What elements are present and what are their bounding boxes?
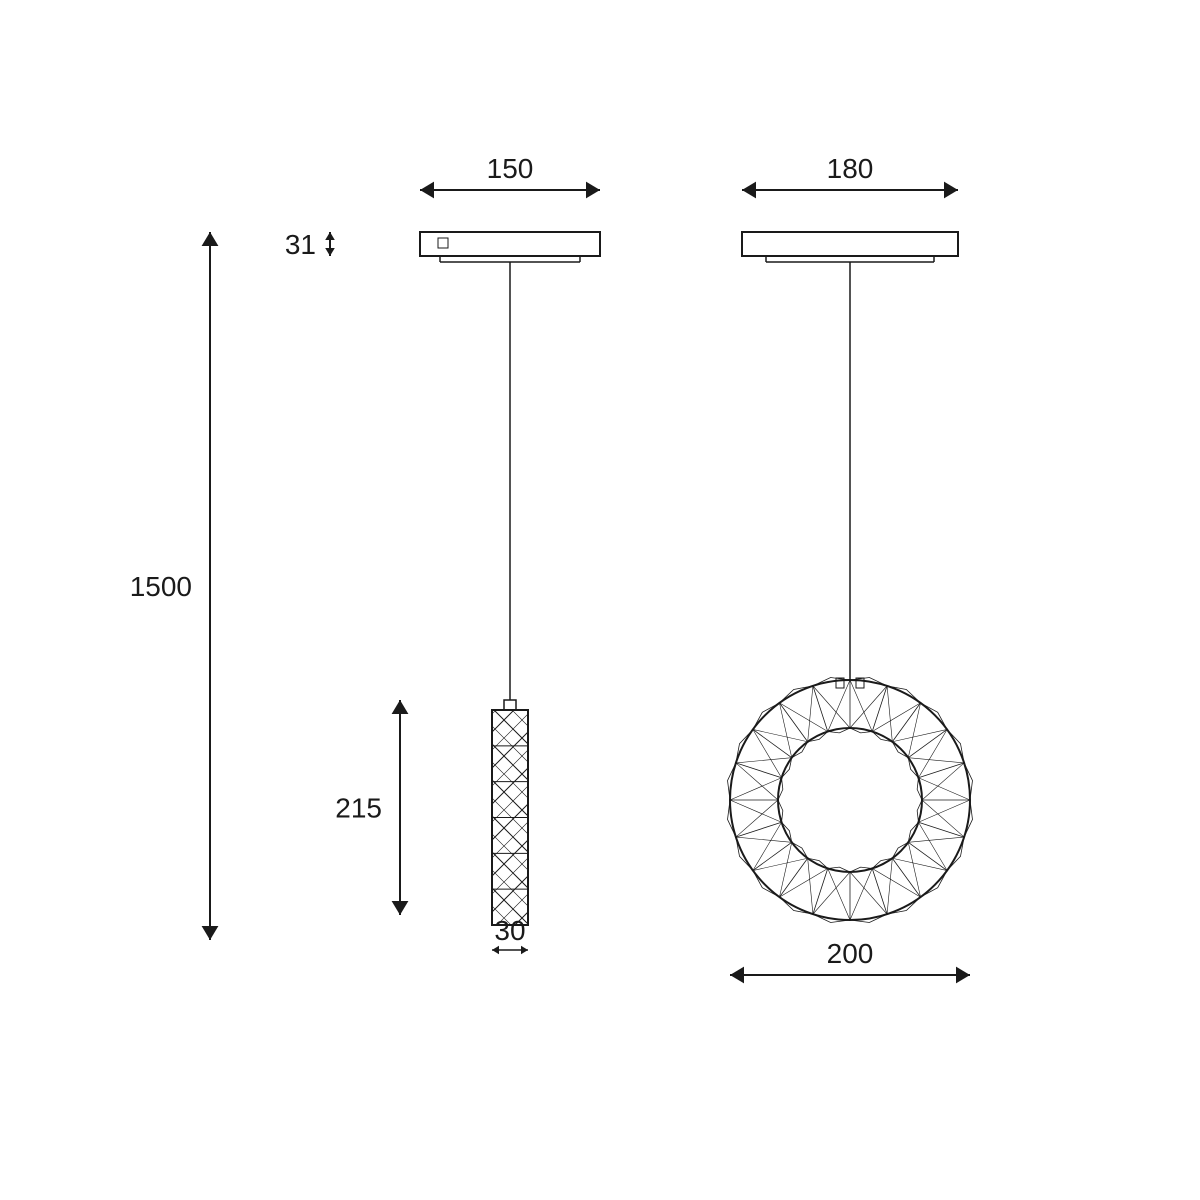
- dim-215: 215: [335, 793, 382, 824]
- dim-30: 30: [494, 915, 525, 946]
- dim-200: 200: [827, 938, 874, 969]
- dim-150: 150: [487, 153, 534, 184]
- technical-drawing: 150 180 31 1500 215 30 200: [0, 0, 1200, 1200]
- canopy-a: [420, 232, 600, 256]
- canopy-b: [742, 232, 958, 256]
- dim-180: 180: [827, 153, 874, 184]
- dim-31: 31: [285, 229, 316, 260]
- ring-inner: [778, 728, 922, 872]
- dim-1500: 1500: [130, 571, 192, 602]
